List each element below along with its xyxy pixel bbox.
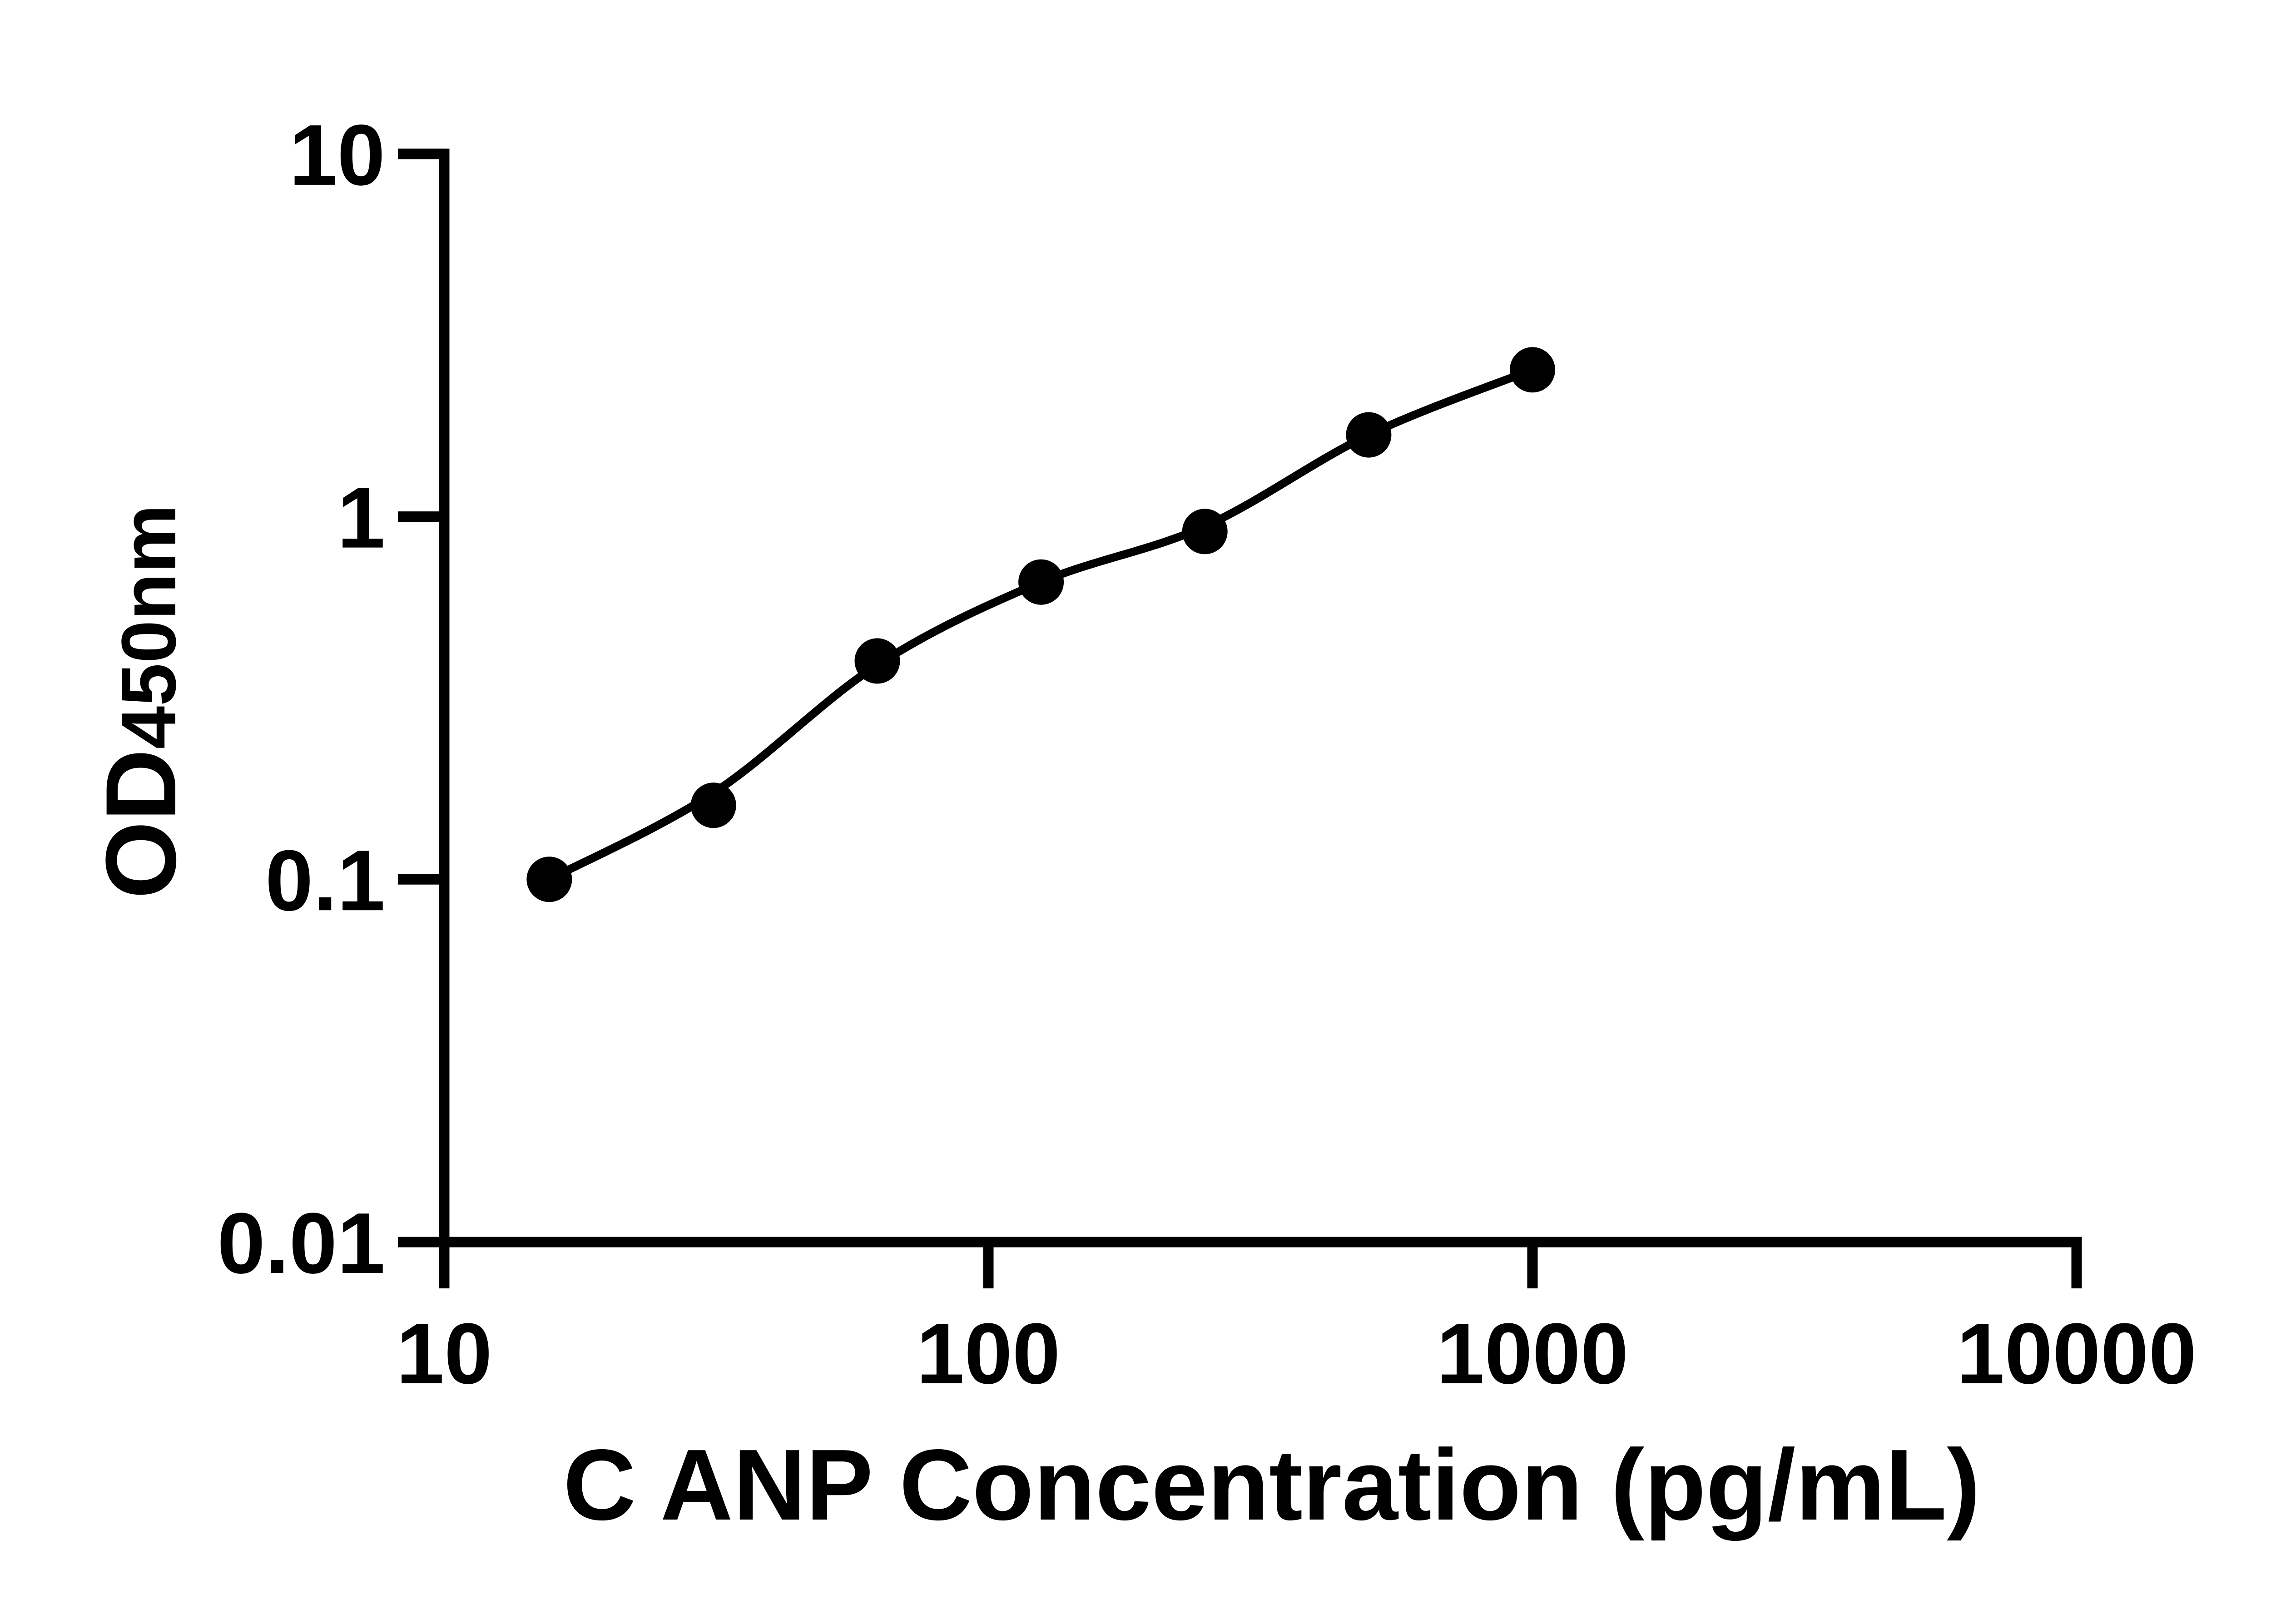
y-axis-spine bbox=[398, 149, 450, 1288]
data-point-31.25 bbox=[690, 782, 736, 828]
data-point-125 bbox=[1018, 559, 1064, 605]
y-axis-title-subscript: 450nm bbox=[106, 505, 192, 749]
data-point-62.5 bbox=[854, 638, 900, 684]
data-point-15.6 bbox=[526, 857, 572, 902]
y-tick-label-10: 10 bbox=[289, 107, 385, 203]
data-point-500 bbox=[1346, 412, 1392, 458]
y-axis-title-main: OD bbox=[85, 749, 197, 899]
x-tick-label-10000: 10000 bbox=[1957, 1306, 2197, 1402]
y-axis-title: OD450nm bbox=[85, 505, 197, 899]
y-tick-label-1: 1 bbox=[337, 470, 385, 566]
x-tick-label-1000: 1000 bbox=[1437, 1306, 1629, 1402]
x-axis-spine bbox=[444, 1237, 2082, 1288]
x-tick-label-100: 100 bbox=[916, 1306, 1060, 1402]
data-point-1000 bbox=[1510, 347, 1555, 393]
x-axis-title: C ANP Concentration (pg/mL) bbox=[563, 1429, 1980, 1541]
y-tick-label-0.01: 0.01 bbox=[217, 1195, 385, 1292]
data-point-250 bbox=[1182, 509, 1228, 555]
y-tick-label-0.1: 0.1 bbox=[265, 832, 385, 929]
x-tick-label-10: 10 bbox=[396, 1306, 492, 1402]
axes-layer bbox=[398, 149, 2082, 1288]
data-series-layer bbox=[526, 347, 1555, 902]
